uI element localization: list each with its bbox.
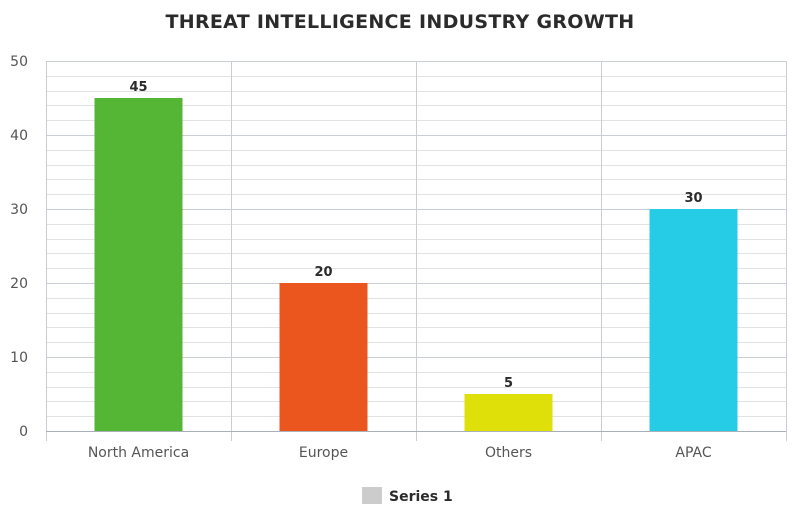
y-tick-label: 40 <box>10 128 28 144</box>
x-tick-label: Europe <box>299 445 348 461</box>
chart-title: THREAT INTELLIGENCE INDUSTRY GROWTH <box>166 11 635 33</box>
bar-europe <box>279 283 368 431</box>
data-label: 20 <box>314 265 332 280</box>
data-label: 5 <box>504 376 513 391</box>
legend-swatch <box>362 487 382 504</box>
x-tick-label: APAC <box>675 445 711 461</box>
legend-label: Series 1 <box>389 489 453 505</box>
y-tick-label: 20 <box>10 276 28 292</box>
bars <box>94 98 738 431</box>
data-label: 45 <box>129 80 147 95</box>
legend: Series 1 <box>362 487 453 505</box>
x-tick-label: Others <box>485 445 532 461</box>
data-label: 30 <box>684 191 702 206</box>
y-tick-label: 50 <box>10 54 28 70</box>
y-tick-label: 10 <box>10 350 28 366</box>
x-tick-label: North America <box>88 445 189 461</box>
bar-north-america <box>94 98 183 431</box>
labels: 0 10 20 30 40 50 45 North America 20 Europe 5 Other… <box>10 54 712 461</box>
y-tick-label: 0 <box>19 424 28 440</box>
bar-apac <box>649 209 738 431</box>
y-tick-label: 30 <box>10 202 28 218</box>
bar-others <box>464 394 553 431</box>
